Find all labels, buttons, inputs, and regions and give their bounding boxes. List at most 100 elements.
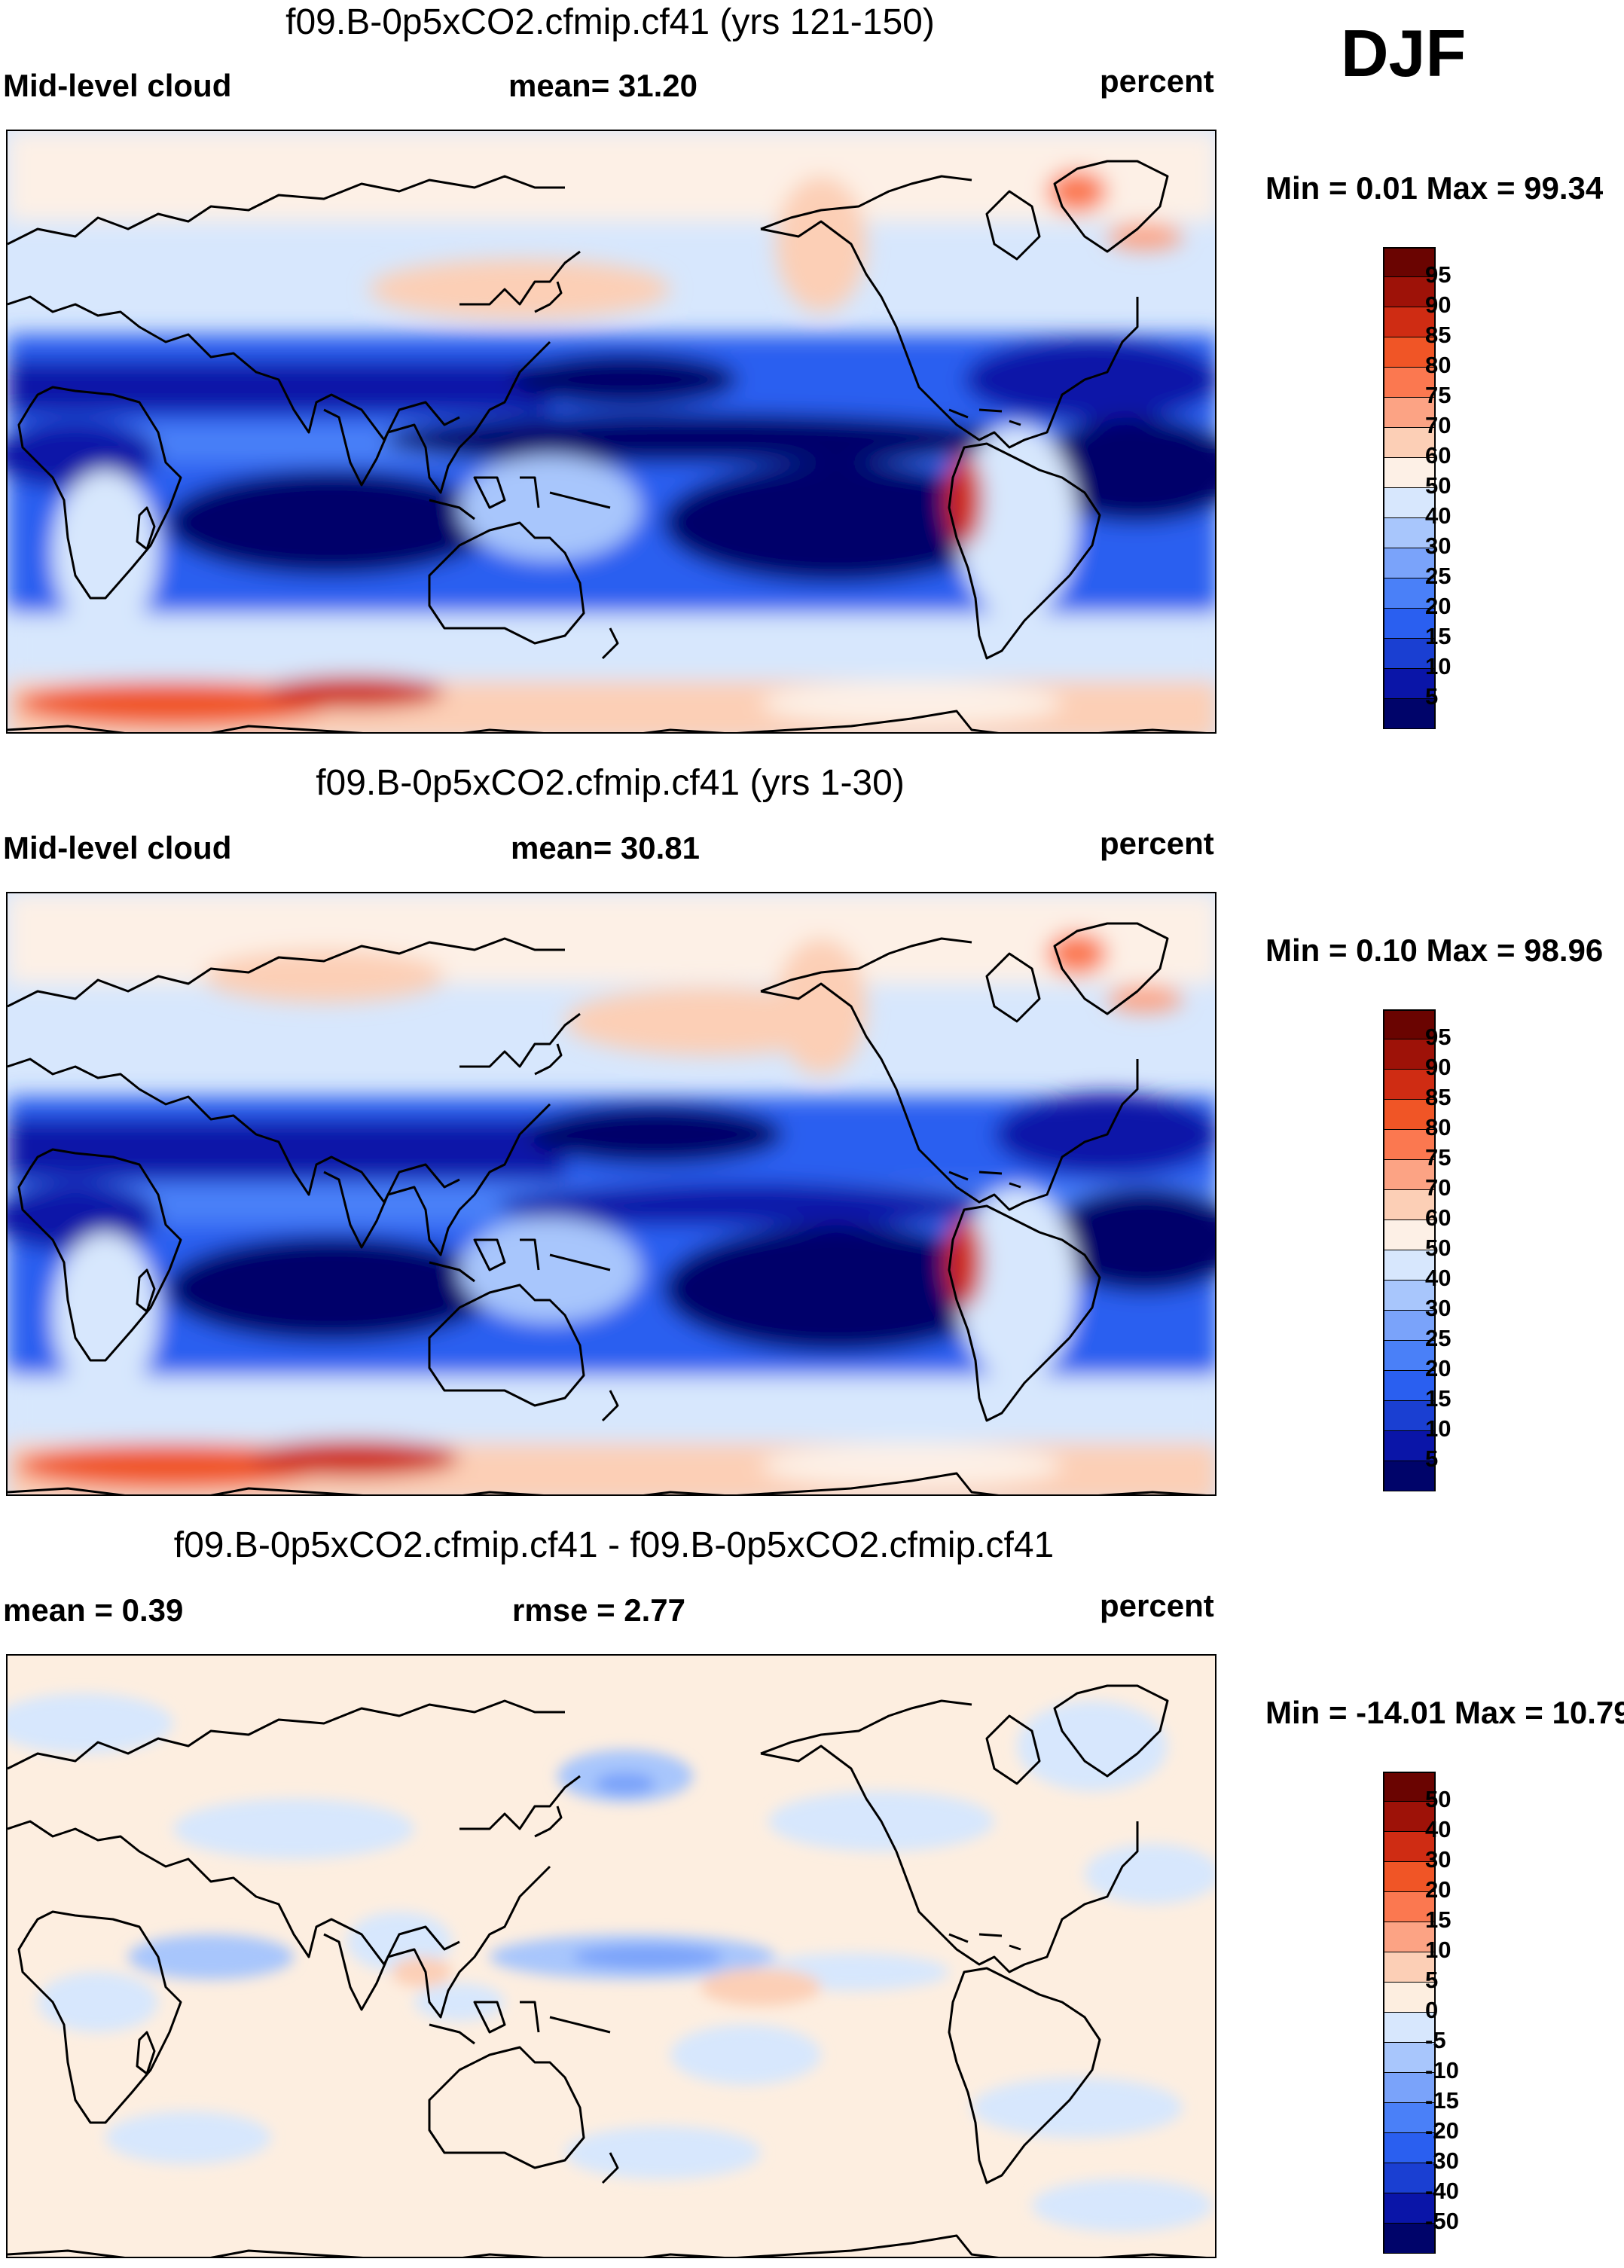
panel-3-colorbar-label: -50: [1425, 2208, 1459, 2234]
panel-1-colorbar-box: [1383, 548, 1436, 578]
panel-1-map: [6, 130, 1216, 734]
panel-2-colorbar-label: 90: [1425, 1054, 1452, 1080]
panel-2-colorbar-box: [1383, 1130, 1436, 1160]
panel-2-colorbar-box: [1383, 1190, 1436, 1220]
panel-1-colorbar-label: 40: [1425, 502, 1452, 529]
panel-1-colorbar-label: 50: [1425, 472, 1452, 499]
panel-2-minmax: Min = 0.10 Max = 98.96: [1265, 933, 1604, 968]
panel-3-colorbar-box: [1383, 1832, 1436, 1862]
panel-3-map-svg: [8, 1656, 1215, 2257]
panel-2-colorbar-box: [1383, 1039, 1436, 1070]
panel-2-title: f09.B-0p5xCO2.cfmip.cf41 (yrs 1-30): [316, 763, 905, 803]
panel-3-colorbar-box: [1383, 1922, 1436, 1952]
panel-3-colorbar-box: [1383, 2163, 1436, 2193]
panel-2-colorbar-box: [1383, 1431, 1436, 1461]
panel-2-colorbar-label: 80: [1425, 1114, 1452, 1140]
panel-2-colorbar-label: 25: [1425, 1325, 1452, 1351]
panel-1-colorbar-box: [1383, 277, 1436, 307]
panel-3-colorbar-box: [1383, 2043, 1436, 2073]
panel-1-colorbar-box: [1383, 247, 1436, 277]
panel-3-colorbar-box: [1383, 2224, 1436, 2254]
panel-1-colorbar-label: 25: [1425, 563, 1452, 589]
panel-3-colorbar-label: 0: [1425, 1997, 1439, 2023]
panel-2-colorbar-label: 15: [1425, 1385, 1452, 1412]
panel-2-colorbar-box: [1383, 1160, 1436, 1190]
panel-3-colorbar-label: 10: [1425, 1937, 1452, 1963]
panel-2-colorbar-box: [1383, 1009, 1436, 1039]
panel-1-map-svg: [8, 131, 1215, 732]
panel-2-colorbar-label: 70: [1425, 1174, 1452, 1201]
panel-2-left-label: Mid-level cloud: [3, 830, 232, 865]
panel-1-colorbar-box: [1383, 458, 1436, 488]
panel-3-mean: mean = 0.39: [3, 1592, 184, 1628]
panel-2-colorbar-label: 60: [1425, 1204, 1452, 1231]
panel-2-colorbar-box: [1383, 1250, 1436, 1281]
panel-2-map: [6, 892, 1216, 1496]
panel-2-colorbar-label: 40: [1425, 1265, 1452, 1291]
panel-1-units: percent: [1100, 63, 1214, 99]
panel-2-colorbar-label: 30: [1425, 1295, 1452, 1321]
panel-2-colorbar-box: [1383, 1220, 1436, 1250]
panel-1-colorbar-label: 90: [1425, 292, 1452, 318]
panel-3-colorbar-label: -5: [1425, 2027, 1446, 2053]
season-label: DJF: [1341, 16, 1467, 90]
panel-1-colorbar-label: 75: [1425, 382, 1452, 408]
panel-1-colorbar-label: 10: [1425, 653, 1452, 679]
panel-3-colorbar-box: [1383, 2013, 1436, 2043]
panel-1-colorbar-box: [1383, 578, 1436, 609]
panel-2-colorbar-label: 5: [1425, 1445, 1439, 1472]
panel-2-colorbar-box: [1383, 1281, 1436, 1311]
panel-2-colorbar-label: 50: [1425, 1235, 1452, 1261]
panel-2-map-svg: [8, 893, 1215, 1494]
panel-1-colorbar-box: [1383, 307, 1436, 337]
panel-3-colorbar-box: [1383, 2103, 1436, 2133]
panel-1-colorbar-box: [1383, 609, 1436, 639]
panel-3-colorbar-label: -15: [1425, 2087, 1459, 2114]
panel-3-colorbar-label: -10: [1425, 2057, 1459, 2083]
panel-2-colorbar-box: [1383, 1461, 1436, 1491]
panel-1-colorbar-label: 95: [1425, 261, 1452, 288]
panel-2-colorbar-label: 20: [1425, 1355, 1452, 1381]
panel-3-colorbar-label: -20: [1425, 2117, 1459, 2144]
panel-1-colorbar-box: [1383, 699, 1436, 729]
panel-1-colorbar-box: [1383, 669, 1436, 699]
panel-3-colorbar-box: [1383, 1983, 1436, 2013]
panel-1-title: f09.B-0p5xCO2.cfmip.cf41 (yrs 121-150): [285, 2, 935, 42]
panel-3-colorbar-box: [1383, 1892, 1436, 1922]
panel-2-colorbar-box: [1383, 1401, 1436, 1431]
panel-3-colorbar-label: 40: [1425, 1816, 1452, 1842]
panel-1-colorbar-box: [1383, 428, 1436, 458]
panel-2-colorbar-box: [1383, 1070, 1436, 1100]
panel-2-colorbar-label: 85: [1425, 1084, 1452, 1110]
panel-3-colorbar-box: [1383, 2133, 1436, 2163]
panel-2-colorbar-label: 10: [1425, 1415, 1452, 1442]
panel-3-title: f09.B-0p5xCO2.cfmip.cf41 - f09.B-0p5xCO2…: [173, 1525, 1055, 1565]
panel-3-rmse: rmse = 2.77: [512, 1592, 686, 1628]
panel-2-colorbar-box: [1383, 1341, 1436, 1371]
panel-3-colorbar-label: 20: [1425, 1876, 1452, 1903]
panel-2-colorbar-label: 95: [1425, 1024, 1452, 1050]
panel-3-colorbar-label: -40: [1425, 2178, 1459, 2204]
panel-3-colorbar-box: [1383, 2193, 1436, 2224]
panel-1-colorbar-label: 20: [1425, 593, 1452, 619]
panel-1-colorbar-label: 80: [1425, 352, 1452, 378]
panel-1-colorbar-box: [1383, 398, 1436, 428]
panel-2-colorbar-box: [1383, 1100, 1436, 1130]
panel-3-colorbar-box: [1383, 1772, 1436, 1802]
panel-1-left-label: Mid-level cloud: [3, 68, 232, 103]
panel-3-colorbar-box: [1383, 1952, 1436, 1983]
panel-1-colorbar-label: 15: [1425, 623, 1452, 649]
panel-3-colorbar-box: [1383, 1802, 1436, 1832]
panel-3-colorbar-label: 30: [1425, 1846, 1452, 1873]
panel-3-minmax: Min = -14.01 Max = 10.79: [1265, 1695, 1624, 1730]
panel-1-colorbar-box: [1383, 518, 1436, 548]
panel-3-map: [6, 1654, 1216, 2258]
panel-3-units: percent: [1100, 1588, 1214, 1623]
panel-1-colorbar-box: [1383, 368, 1436, 398]
panel-3-colorbar-box: [1383, 1862, 1436, 1892]
panel-2-colorbar-label: 75: [1425, 1144, 1452, 1171]
panel-2-colorbar-box: [1383, 1371, 1436, 1401]
panel-2-mean: mean= 30.81: [511, 830, 701, 865]
panel-2-units: percent: [1100, 826, 1214, 861]
panel-1-colorbar-box: [1383, 639, 1436, 669]
